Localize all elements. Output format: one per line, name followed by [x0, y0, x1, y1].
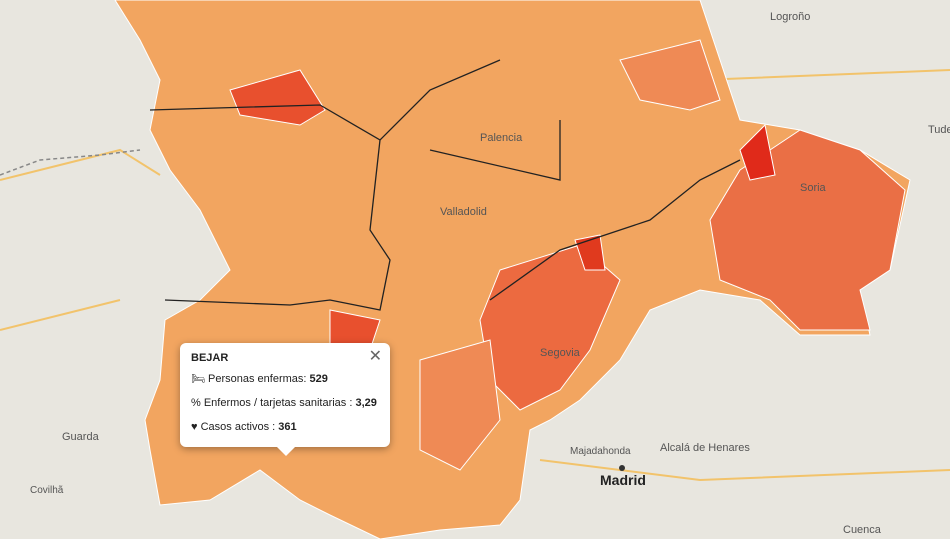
place-label: Logroño	[770, 11, 810, 23]
hotspot	[739, 123, 776, 181]
popup-tail	[276, 446, 296, 456]
place-label: Palencia	[480, 132, 523, 144]
row-label: Enfermos / tarjetas sanitarias :	[203, 397, 356, 409]
place-label: Tude	[928, 124, 950, 136]
row-value: 3,29	[355, 397, 377, 409]
place-label: Guarda	[62, 431, 100, 443]
province-burgos	[619, 39, 721, 111]
place-label: Alcalá de Henares	[660, 442, 750, 454]
place-label: Cuenca	[843, 524, 882, 536]
province-soria	[709, 129, 906, 331]
popup-title: BEJAR	[191, 352, 229, 364]
place-label: Segovia	[540, 347, 581, 359]
border	[0, 149, 141, 176]
row-value: 361	[278, 421, 297, 433]
place-label: Valladolid	[440, 206, 487, 218]
place-label: Covilhã	[30, 485, 64, 496]
place-label: Majadahonda	[570, 446, 631, 457]
row-label: Casos activos :	[200, 421, 279, 433]
city-dot	[619, 465, 625, 471]
popup-row: % Enfermos / tarjetas sanitarias : 3,29	[191, 397, 377, 409]
hotspot	[229, 69, 326, 126]
popup-row: 🛏 Personas enfermas: 529	[191, 373, 328, 385]
province-avila	[419, 339, 501, 471]
roads	[0, 69, 950, 482]
row-value: 529	[309, 373, 328, 385]
hotspot	[574, 234, 606, 271]
popup-row: ♥ Casos activos : 361	[191, 421, 297, 433]
place-label: Soria	[800, 182, 827, 194]
place-label: Madrid	[600, 472, 646, 488]
close-button[interactable]: ✕	[368, 348, 382, 365]
province-borders	[149, 59, 741, 311]
popup: BEJAR ✕ 🛏 Personas enfermas: 529 % Enfer…	[180, 343, 390, 447]
row-label: Personas enfermas:	[208, 373, 310, 385]
